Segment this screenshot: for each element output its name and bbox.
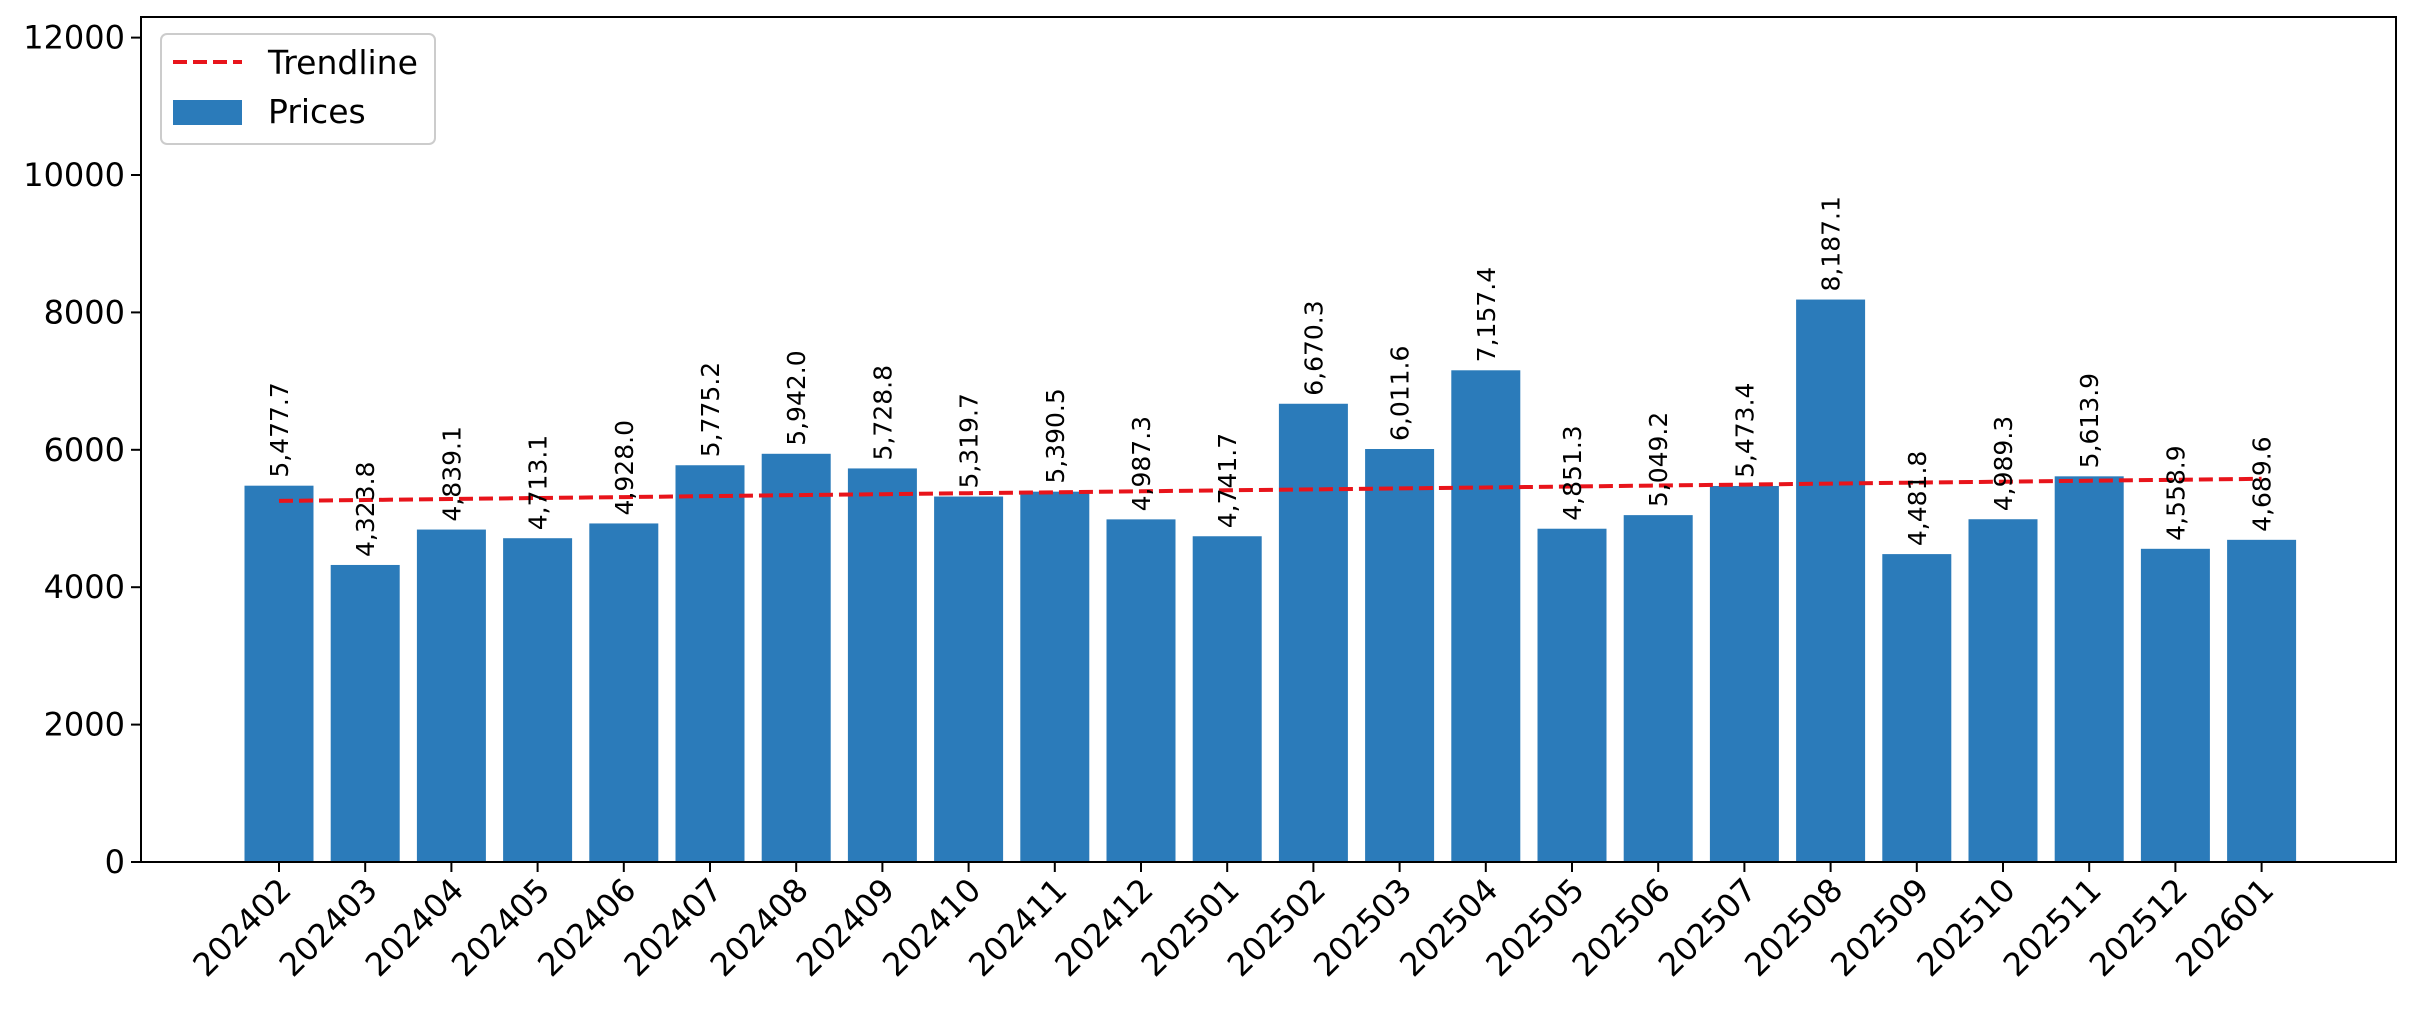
bar <box>1365 449 1435 862</box>
data-label: 5,473.4 <box>1730 383 1759 478</box>
data-label: 5,728.8 <box>868 365 897 460</box>
data-label: 6,670.3 <box>1299 300 1328 395</box>
data-label: 4,689.6 <box>2248 436 2277 531</box>
data-label: 8,187.1 <box>1817 196 1846 291</box>
legend-label-trendline: Trendline <box>267 43 418 82</box>
bar <box>1968 519 2038 862</box>
bar <box>503 538 573 862</box>
y-tick-label: 4000 <box>44 568 125 606</box>
data-label: 5,477.7 <box>265 382 294 477</box>
bar <box>2227 539 2297 862</box>
bar <box>1709 485 1779 862</box>
plot-frame <box>140 16 2397 863</box>
data-label: 4,323.8 <box>351 462 380 557</box>
bar <box>2054 476 2124 862</box>
legend-swatch-prices <box>173 100 242 125</box>
bar <box>1106 519 1176 862</box>
bar <box>934 496 1004 862</box>
data-label: 4,481.8 <box>1903 451 1932 546</box>
y-tick-label: 12000 <box>23 19 125 57</box>
legend: Trendline Prices <box>160 33 436 145</box>
y-tick-label: 2000 <box>44 706 125 744</box>
data-label: 5,319.7 <box>955 393 984 488</box>
data-label: 4,851.3 <box>1558 425 1587 520</box>
x-axis: 2024022024032024042024052024062024072024… <box>185 862 2281 984</box>
bar <box>1537 528 1607 862</box>
bar <box>1020 491 1090 862</box>
data-label: 4,839.1 <box>437 426 466 521</box>
data-label: 4,987.3 <box>1127 416 1156 511</box>
data-label: 4,713.1 <box>524 435 553 530</box>
bar <box>675 465 745 862</box>
y-axis: 0 2000 4000 6000 8000 10000 12000 <box>23 19 141 881</box>
trendline <box>278 476 2262 503</box>
y-tick-label: 10000 <box>23 156 125 194</box>
bars <box>244 299 2297 863</box>
data-label: 4,928.0 <box>610 420 639 515</box>
y-tick-label: 8000 <box>44 293 125 331</box>
data-label: 4,558.9 <box>2161 445 2190 540</box>
bar <box>1882 554 1952 862</box>
bar <box>589 523 659 862</box>
y-tick-label: 0 <box>105 843 125 881</box>
data-labels: 5,477.7 4,323.8 4,839.1 4,713.1 4,928.0 5,775… <box>265 196 2277 557</box>
data-label: 5,390.5 <box>1041 388 1070 483</box>
legend-label-prices: Prices <box>268 92 366 131</box>
bar <box>847 468 917 862</box>
data-label: 4,989.3 <box>1989 416 2018 511</box>
bar <box>1451 370 1521 862</box>
data-label: 5,775.2 <box>696 362 725 457</box>
data-label: 5,942.0 <box>782 350 811 445</box>
bar <box>761 453 831 862</box>
bar <box>330 564 400 862</box>
data-label: 4,741.7 <box>1213 433 1242 528</box>
bar <box>244 485 314 862</box>
bar <box>1192 536 1262 862</box>
bar <box>1623 515 1693 862</box>
y-tick-label: 6000 <box>44 431 125 469</box>
bar <box>1278 403 1348 862</box>
trendline-path <box>278 476 2262 503</box>
bar <box>1796 299 1866 863</box>
data-label: 7,157.4 <box>1472 267 1501 362</box>
bar <box>416 529 486 862</box>
data-label: 5,613.9 <box>2075 373 2104 468</box>
data-label: 6,011.6 <box>1386 346 1415 441</box>
bar <box>2140 548 2210 862</box>
data-label: 5,049.2 <box>1644 412 1673 507</box>
